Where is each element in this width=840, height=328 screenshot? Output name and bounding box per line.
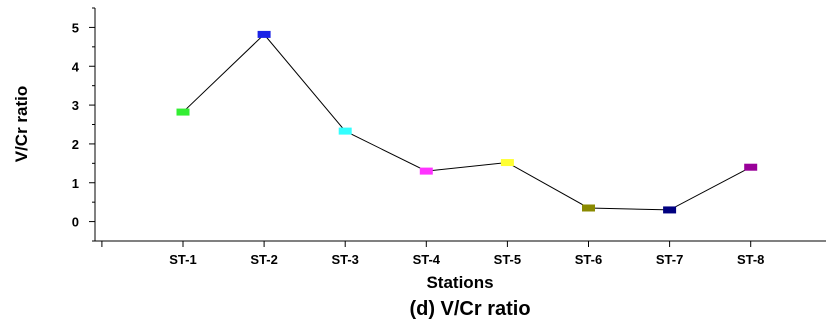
data-point-marker <box>176 108 190 116</box>
y-tick-label: 3 <box>72 98 79 113</box>
data-point-marker <box>582 204 595 212</box>
data-point-marker <box>663 206 677 214</box>
series-group <box>182 33 751 211</box>
x-ticks: ST-1 ST-2 ST-3 ST-4 ST-5 ST-6 ST-7 ST-8 <box>101 241 764 267</box>
figure-caption: (d) V/Cr ratio <box>409 298 530 320</box>
y-ticks: 0 1 2 3 4 5 <box>72 7 95 242</box>
x-tick-label: ST-1 <box>169 252 196 267</box>
series-line <box>182 33 751 211</box>
x-tick-label: ST-7 <box>656 252 683 267</box>
y-axis-title: V/Cr ratio <box>12 86 31 163</box>
x-tick-label: ST-5 <box>494 252 521 267</box>
y-tick-label: 2 <box>72 137 79 152</box>
x-tick-label: ST-6 <box>575 252 602 267</box>
data-point-marker <box>257 30 271 38</box>
x-tick-label: ST-3 <box>331 252 358 267</box>
x-axis-title: Stations <box>426 273 493 292</box>
y-tick-label: 0 <box>72 215 79 230</box>
x-tick-label: ST-4 <box>413 252 441 267</box>
y-tick-label: 5 <box>72 20 79 35</box>
data-point-marker <box>419 167 433 175</box>
data-point-marker <box>338 127 352 135</box>
markers-group <box>176 30 758 214</box>
y-tick-label: 4 <box>72 59 80 74</box>
x-tick-label: ST-8 <box>737 252 764 267</box>
data-point-marker <box>744 163 758 171</box>
y-tick-label: 1 <box>72 176 79 191</box>
data-point-marker <box>500 159 514 167</box>
x-tick-label: ST-2 <box>250 252 277 267</box>
